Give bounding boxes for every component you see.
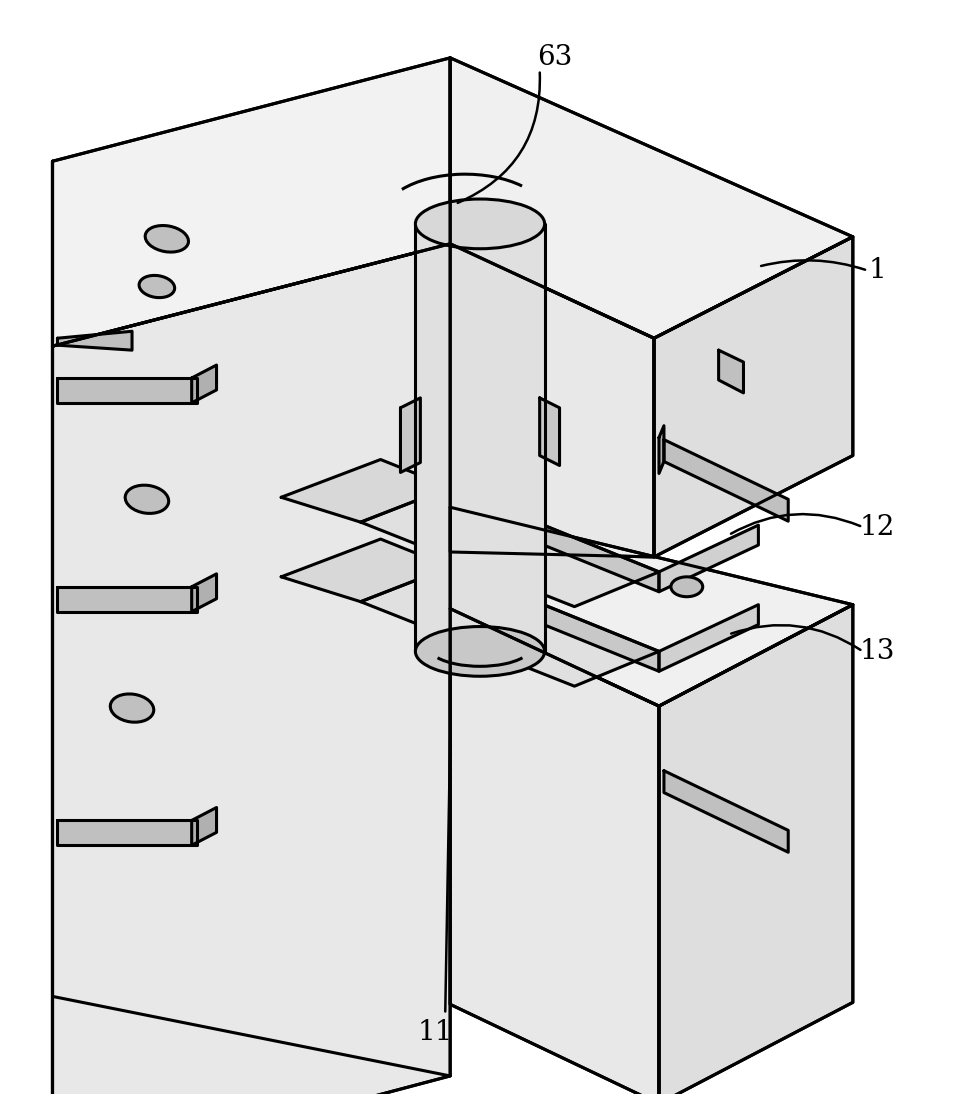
Text: 63: 63 (537, 44, 572, 71)
Polygon shape (415, 224, 545, 652)
Polygon shape (450, 244, 654, 557)
Ellipse shape (145, 226, 189, 252)
Polygon shape (401, 398, 421, 473)
Text: 1: 1 (869, 257, 887, 284)
Polygon shape (281, 539, 450, 601)
Polygon shape (718, 350, 743, 393)
Polygon shape (361, 487, 659, 607)
Polygon shape (450, 507, 853, 706)
Polygon shape (281, 460, 450, 522)
Ellipse shape (415, 199, 545, 249)
Polygon shape (58, 378, 196, 403)
Polygon shape (58, 587, 196, 612)
Ellipse shape (111, 694, 154, 722)
Polygon shape (659, 604, 759, 671)
Polygon shape (659, 604, 853, 1097)
Polygon shape (450, 487, 659, 591)
Polygon shape (659, 426, 664, 474)
Text: 12: 12 (860, 513, 896, 541)
Polygon shape (192, 574, 217, 612)
Polygon shape (53, 244, 450, 1097)
Polygon shape (664, 440, 789, 521)
Polygon shape (450, 609, 659, 1097)
Polygon shape (539, 398, 560, 465)
Ellipse shape (125, 485, 169, 513)
Polygon shape (58, 331, 132, 350)
Polygon shape (450, 567, 659, 671)
Polygon shape (361, 567, 659, 687)
Ellipse shape (139, 275, 174, 297)
Polygon shape (654, 237, 853, 557)
Ellipse shape (442, 207, 478, 227)
Polygon shape (192, 365, 217, 403)
Ellipse shape (671, 577, 703, 597)
Polygon shape (192, 807, 217, 846)
Ellipse shape (415, 626, 545, 676)
Polygon shape (53, 58, 450, 347)
Polygon shape (58, 821, 196, 846)
Polygon shape (664, 771, 789, 852)
Polygon shape (659, 525, 759, 591)
Polygon shape (450, 58, 853, 338)
Text: 13: 13 (860, 637, 896, 665)
Text: 11: 11 (418, 1019, 453, 1045)
